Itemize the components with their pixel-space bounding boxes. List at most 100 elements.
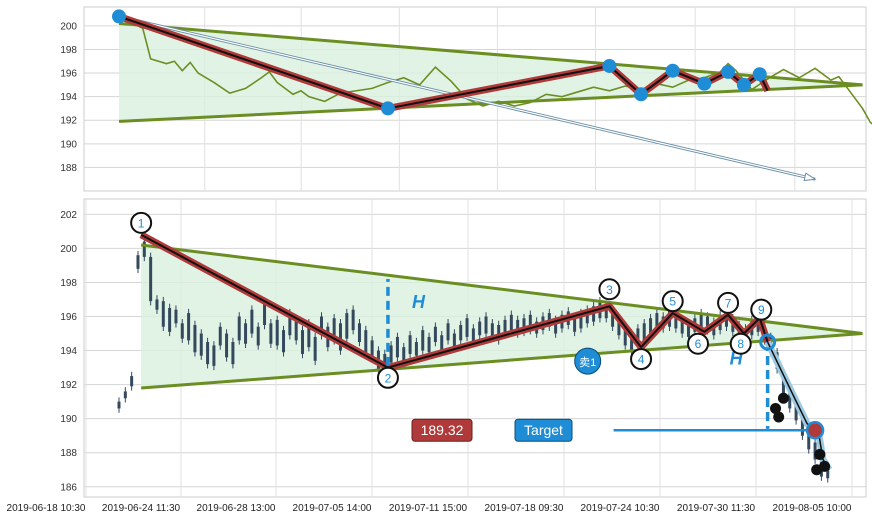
candle-body (168, 307, 172, 332)
x-tick-label: 2019-07-24 10:30 (581, 503, 660, 514)
candle-body (421, 330, 425, 351)
candle-body (440, 335, 444, 351)
candle-body (319, 316, 323, 336)
candle-body (117, 401, 121, 409)
candle-body (313, 336, 317, 361)
candle-body (212, 345, 216, 366)
candle-body (516, 319, 520, 334)
top-pivot-point (736, 77, 751, 92)
top-y-tick-label: 196 (60, 69, 77, 80)
candle-body (781, 376, 785, 394)
candle-body (604, 304, 608, 319)
candle-body (149, 256, 153, 302)
candle-body (218, 326, 222, 346)
candle-body (642, 323, 646, 341)
candle-body (497, 325, 501, 341)
candle-body (649, 318, 653, 334)
zigzag-label: 8 (737, 337, 744, 351)
candle-body (807, 428, 811, 450)
candle-body (414, 342, 418, 356)
candle-body (244, 323, 248, 344)
candle-body (503, 319, 507, 334)
candle-body (193, 325, 197, 353)
x-tick-label: 2019-08-05 10:00 (773, 503, 852, 514)
zigzag-label: 4 (638, 353, 645, 367)
breakout-dot (773, 411, 785, 423)
candle-body (490, 323, 494, 337)
candle-body (528, 314, 532, 331)
x-tick-label: 2019-06-24 11:30 (102, 503, 181, 514)
candle-body (136, 255, 140, 269)
x-tick-label: 2019-06-18 10:30 (7, 503, 86, 514)
candle-body (389, 345, 393, 363)
candle-body (471, 328, 475, 343)
target-price-badge (411, 418, 473, 442)
candle-body (585, 309, 589, 324)
sell-signal-marker (574, 347, 602, 375)
zigzag-label: 1 (138, 216, 145, 230)
x-tick-label: 2019-07-11 15:00 (389, 503, 468, 514)
x-tick-label: 2019-07-05 14:00 (293, 503, 372, 514)
candle-body (408, 335, 412, 354)
candle-body (459, 325, 463, 341)
candle-body (231, 342, 235, 365)
top-y-tick-label: 198 (60, 45, 77, 56)
candle-body (611, 309, 615, 327)
top-pivot-point (602, 58, 617, 73)
candle-body (180, 323, 184, 339)
candle-body (630, 333, 634, 351)
candle-body (275, 319, 279, 346)
zigzag-label: 2 (385, 371, 392, 385)
candle-body (332, 318, 336, 341)
candle-body (282, 330, 286, 353)
top-pivot-point (112, 9, 126, 24)
zigzag-label-circle (661, 290, 684, 313)
candle-body (478, 321, 482, 336)
candle-body (427, 336, 431, 353)
candle-body (199, 333, 203, 356)
zigzag-label: 5 (669, 295, 676, 309)
top-pivot-point (665, 63, 680, 78)
top-y-tick-label: 188 (60, 163, 77, 174)
top-projection-arrow-head (803, 172, 817, 182)
top-projection-arrow-core (118, 15, 816, 180)
zigzag-label: 7 (725, 296, 732, 310)
candle-body (351, 309, 355, 331)
top-y-tick-label: 194 (60, 92, 77, 103)
candle-body (383, 353, 387, 370)
height-marker-label: H (412, 292, 426, 312)
top-pivot-point (380, 101, 395, 116)
candle-body (345, 313, 349, 339)
candle-body (509, 314, 513, 331)
zigzag-label: 3 (606, 283, 613, 297)
bottom-y-tick-label: 196 (60, 312, 77, 323)
zigzag-label-circle (376, 366, 399, 389)
candle-body (813, 442, 817, 460)
candle-body (307, 323, 311, 348)
candle-body (256, 326, 260, 346)
candle-body (288, 313, 292, 336)
candle-body (263, 302, 267, 326)
breakout-dot (819, 460, 831, 472)
candle-body (161, 301, 165, 327)
candle-body (338, 323, 342, 351)
candle-body (269, 323, 273, 344)
candle-body (446, 323, 450, 341)
zigzag-label-circle (630, 348, 653, 371)
candle-body (225, 333, 229, 358)
candle-body (617, 319, 621, 336)
top-y-tick-label: 190 (60, 139, 77, 150)
candle-body (680, 319, 684, 334)
candle-body (155, 299, 159, 310)
candle-body (465, 318, 469, 337)
candle-body (788, 391, 792, 409)
candle-body (206, 342, 210, 365)
bottom-y-tick-label: 198 (60, 278, 77, 289)
candle-body (522, 318, 526, 332)
candle-body (452, 333, 456, 348)
candle-body (395, 336, 399, 358)
candle-body (237, 316, 241, 341)
zigzag-label-circle (598, 278, 621, 301)
